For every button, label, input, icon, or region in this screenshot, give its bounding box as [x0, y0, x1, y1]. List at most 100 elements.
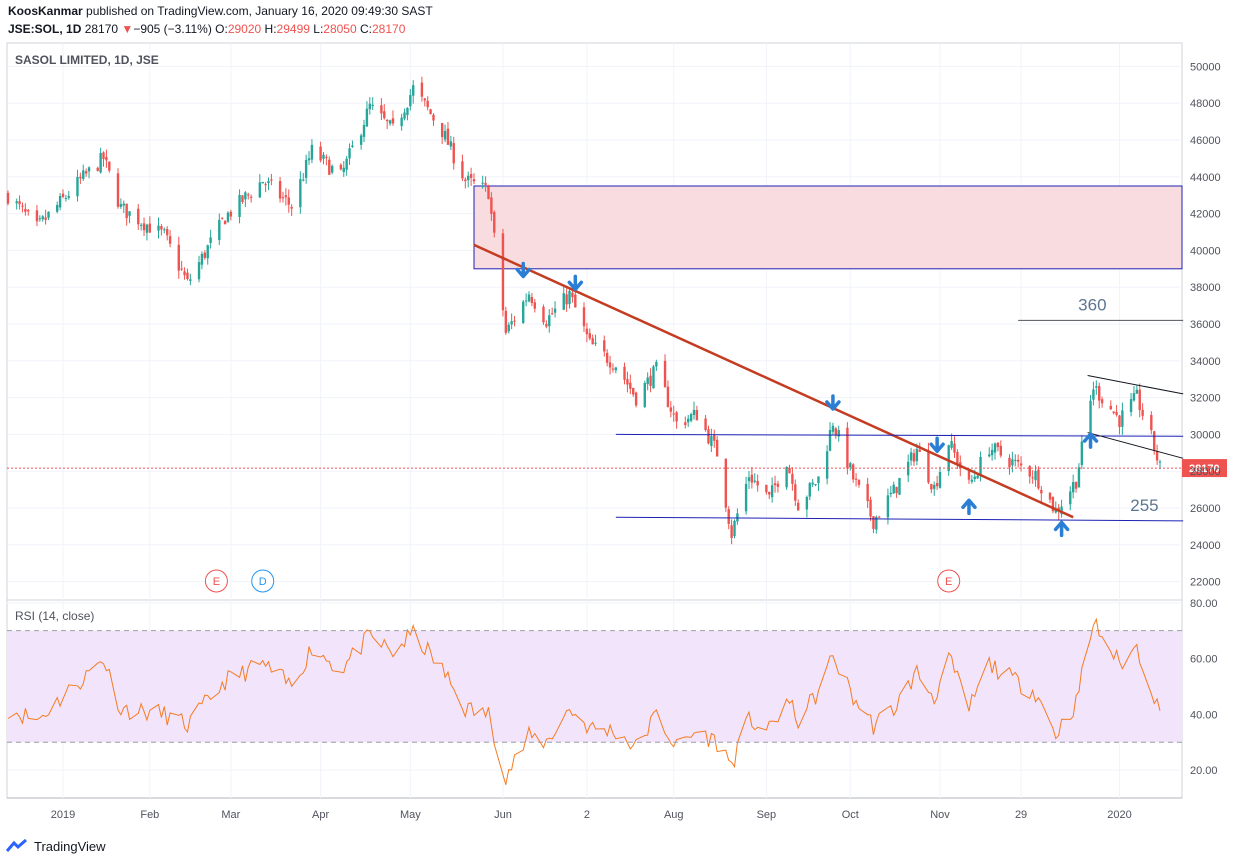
candle-body: [713, 435, 716, 441]
rsi-tick-label: 20.00: [1190, 765, 1218, 777]
time-tick-label: 2020: [1107, 809, 1131, 821]
price-tick-label: 34000: [1190, 356, 1221, 368]
candle-body: [426, 100, 429, 108]
high-label: H:: [264, 22, 277, 36]
candle-body: [180, 268, 183, 270]
candle-body: [689, 414, 693, 421]
candle-body: [834, 428, 838, 435]
candle-body: [220, 217, 224, 219]
time-tick-label: 2: [584, 809, 590, 821]
candle-body: [102, 152, 105, 160]
symbol-label: JSE:SOL, 1D: [8, 22, 82, 36]
candle-body: [157, 225, 160, 231]
candle-body: [1069, 491, 1072, 505]
candle-body: [649, 375, 652, 386]
candle-body: [446, 128, 450, 145]
candle-body: [1135, 389, 1139, 394]
author-name[interactable]: KoosKanmar: [8, 4, 83, 18]
price-tick-label: 30000: [1190, 429, 1221, 441]
candle-body: [724, 458, 728, 508]
candle-body: [278, 181, 282, 199]
candle-body: [484, 182, 487, 185]
candle-body: [878, 516, 881, 518]
tradingview-footer[interactable]: TradingView: [6, 836, 106, 856]
candle-body: [1121, 410, 1124, 427]
candle-body: [1098, 386, 1101, 401]
candle-body: [461, 161, 464, 179]
down-arrow-icon-shape: [929, 436, 945, 454]
candle-body: [608, 362, 612, 368]
candle-body: [605, 352, 609, 363]
candle-body: [385, 119, 389, 122]
candle-body: [715, 439, 719, 457]
candle-body: [145, 224, 149, 233]
candle-body: [345, 158, 348, 170]
candle-body: [588, 333, 591, 339]
candle-body: [927, 450, 930, 483]
candle-body: [490, 197, 493, 214]
candle-body: [1153, 431, 1156, 451]
candle-body: [223, 220, 227, 225]
candle-body: [186, 272, 189, 280]
candle-body: [574, 294, 577, 308]
candle-body: [67, 196, 70, 198]
candle-body: [811, 482, 814, 485]
candle-body: [970, 479, 974, 482]
candle-body: [21, 205, 24, 207]
high-value: 29499: [276, 22, 310, 36]
candle-body: [750, 474, 754, 483]
candle-body: [603, 340, 606, 352]
candle-body: [666, 386, 670, 407]
candle-body: [756, 480, 759, 486]
candle-body: [365, 108, 369, 127]
candle-body: [1016, 459, 1020, 462]
candle-body: [727, 509, 730, 524]
candle-body: [1034, 470, 1037, 481]
drawings: 28170 360 255 E D E: [7, 243, 1227, 593]
rsi-tick-label: 80.00: [1190, 598, 1218, 610]
candle-body: [906, 461, 910, 476]
candle-body: [1019, 463, 1023, 466]
chart-title: SASOL LIMITED, 1D, JSE: [15, 53, 159, 67]
candle-body: [15, 201, 18, 204]
price-tick-label: 36000: [1190, 319, 1221, 331]
candle-body: [684, 422, 687, 426]
candle-body: [412, 85, 415, 96]
price-tick-label: 22000: [1190, 577, 1221, 589]
candle-body: [137, 208, 140, 225]
candle-body: [837, 430, 840, 437]
open-label: O:: [215, 22, 228, 36]
last-price: 28170: [84, 22, 119, 36]
candle-body: [805, 496, 809, 510]
candle-body: [967, 470, 971, 480]
candle-body: [96, 167, 99, 171]
rsi-band: [7, 630, 1182, 743]
change-value: −905 (−3.11%): [133, 22, 212, 36]
price-pane[interactable]: [6, 42, 1183, 601]
candle-body: [1008, 457, 1011, 468]
candle-body: [307, 158, 311, 161]
candle-body: [128, 211, 131, 216]
candle-body: [915, 448, 919, 462]
candle-body: [160, 226, 163, 230]
candle-body: [788, 467, 791, 474]
up-arrow-icon-shape: [961, 498, 977, 516]
level-annotation-label: 255: [1130, 496, 1158, 515]
candle-body: [507, 324, 510, 332]
candle-body: [342, 167, 345, 173]
time-tick-label: May: [400, 809, 421, 821]
down-triangle-icon: ▼: [121, 22, 134, 36]
candle-body: [168, 236, 172, 244]
candle-body: [76, 176, 79, 197]
candle-body: [64, 197, 68, 199]
candle-body: [1118, 415, 1121, 428]
candle-body: [197, 262, 201, 280]
channel-line: [1087, 432, 1184, 459]
candle-body: [692, 409, 696, 416]
candle-body: [99, 152, 102, 173]
candle-body: [501, 233, 505, 311]
candle-body: [733, 520, 736, 536]
candle-body: [747, 477, 751, 482]
candle-body: [183, 271, 186, 276]
